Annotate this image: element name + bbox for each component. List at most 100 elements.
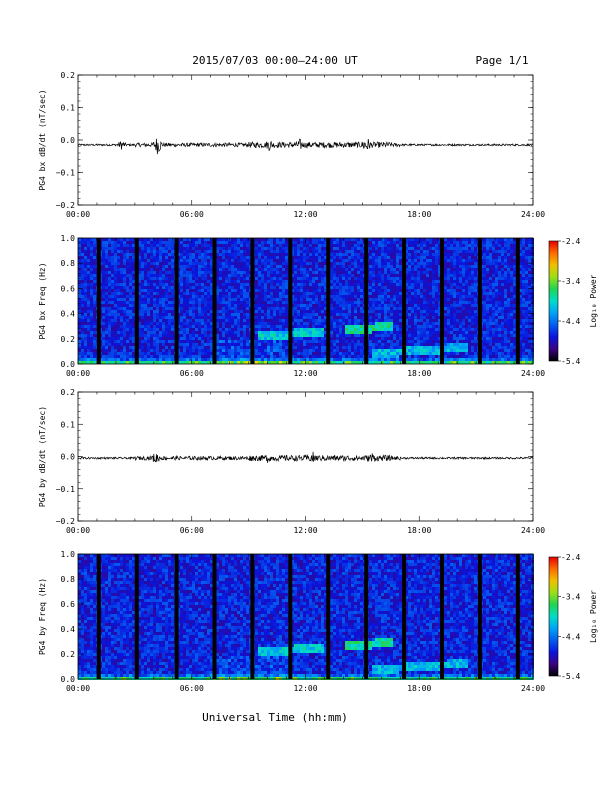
spectrogram-cell xyxy=(330,271,333,274)
spectrogram-cell xyxy=(258,250,261,253)
spectrogram-cell xyxy=(189,253,192,256)
spectrogram-cell xyxy=(216,241,219,244)
spectrogram-cell xyxy=(270,304,273,307)
spectrogram-cell xyxy=(153,322,156,325)
spectrogram-cell xyxy=(375,322,378,325)
spectrogram-cell xyxy=(312,265,315,268)
spectrogram-cell xyxy=(93,310,96,313)
spectrogram-cell xyxy=(276,298,279,301)
spectrogram-cell xyxy=(411,307,414,310)
spectrogram-cell xyxy=(171,241,174,244)
spectrogram-cell xyxy=(204,301,207,304)
spectrogram-cell xyxy=(237,322,240,325)
spectrogram-cell xyxy=(132,277,135,280)
spectrogram-cell xyxy=(126,322,129,325)
spectrogram-cell xyxy=(162,262,165,265)
spectrogram-cell xyxy=(240,310,243,313)
spectrogram-cell xyxy=(411,349,414,352)
spectrogram-cell xyxy=(87,247,90,250)
spectrogram-cell xyxy=(273,274,276,277)
spectrogram-cell xyxy=(147,283,150,286)
spectrogram-cell xyxy=(273,286,276,289)
spectrogram-cell xyxy=(312,274,315,277)
spectrogram-cell xyxy=(282,355,285,358)
spectrogram-cell xyxy=(114,328,117,331)
spectrogram-cell xyxy=(108,259,111,262)
spectrogram-cell xyxy=(411,253,414,256)
spectrogram-cell xyxy=(81,241,84,244)
spectrogram-cell xyxy=(195,319,198,322)
spectrogram-cell xyxy=(387,337,390,340)
spectrogram-cell xyxy=(423,316,426,319)
spectrogram-cell xyxy=(372,241,375,244)
spectrogram-cell xyxy=(120,334,123,337)
spectrogram-cell xyxy=(387,301,390,304)
spectrogram-cell xyxy=(384,253,387,256)
spectrogram-cell xyxy=(222,328,225,331)
spectrogram-cell xyxy=(132,337,135,340)
spectrogram-cell xyxy=(141,340,144,343)
spectrogram-cell xyxy=(291,241,294,244)
spectrogram-cell xyxy=(234,277,237,280)
spectrogram-cell xyxy=(168,271,171,274)
spectrogram-cell xyxy=(90,301,93,304)
spectrogram-cell xyxy=(231,316,234,319)
spectrogram-cell xyxy=(207,361,210,364)
spectrogram-cell xyxy=(321,265,324,268)
spectrogram-cell xyxy=(408,247,411,250)
spectrogram-cell xyxy=(204,343,207,346)
spectrogram-cell xyxy=(240,307,243,310)
spectrogram-cell xyxy=(285,334,288,337)
spectrogram-cell xyxy=(201,352,204,355)
spectrogram-cell xyxy=(153,259,156,262)
spectrogram-cell xyxy=(354,319,357,322)
spectrogram-cell xyxy=(189,289,192,292)
spectrogram-cell xyxy=(87,262,90,265)
spectrogram-cell xyxy=(93,280,96,283)
spectrogram-cell xyxy=(180,343,183,346)
spectrogram-cell xyxy=(153,289,156,292)
spectrogram-cell xyxy=(219,322,222,325)
spectrogram-cell xyxy=(309,355,312,358)
spectrogram-cell xyxy=(225,304,228,307)
spectrogram-cell xyxy=(141,241,144,244)
spectrogram-cell xyxy=(324,346,327,349)
spectrogram-cell xyxy=(360,247,363,250)
spectrogram-cell xyxy=(255,325,258,328)
spectrogram-cell xyxy=(93,253,96,256)
spectrogram-cell xyxy=(126,289,129,292)
spectrogram-cell xyxy=(189,343,192,346)
spectrogram-cell xyxy=(150,250,153,253)
spectrogram-cell xyxy=(243,277,246,280)
spectrogram-cell xyxy=(381,286,384,289)
spectrogram-cell xyxy=(195,328,198,331)
spectrogram-cell xyxy=(222,253,225,256)
spectrogram-cell xyxy=(267,289,270,292)
spectrogram-cell xyxy=(108,304,111,307)
spectrogram-cell xyxy=(129,295,132,298)
spectrogram-cell xyxy=(150,349,153,352)
spectrogram-cell xyxy=(372,301,375,304)
spectrogram-cell xyxy=(270,343,273,346)
spectrogram-cell xyxy=(237,241,240,244)
spectrogram-cell xyxy=(123,358,126,361)
spectrogram-cell xyxy=(198,253,201,256)
spectrogram-cell xyxy=(285,346,288,349)
spectrogram-cell xyxy=(309,328,312,331)
spectrogram-cell xyxy=(162,253,165,256)
spectrogram-cell xyxy=(372,349,375,352)
spectrogram-cell xyxy=(168,313,171,316)
spectrogram-cell xyxy=(231,256,234,259)
spectrogram-cell xyxy=(282,316,285,319)
spectrogram-cell xyxy=(114,319,117,322)
spectrogram-cell xyxy=(417,271,420,274)
spectrogram-cell xyxy=(114,295,117,298)
spectrogram-cell xyxy=(336,349,339,352)
spectrogram-cell xyxy=(300,340,303,343)
spectrogram-cell xyxy=(270,250,273,253)
spectrogram-cell xyxy=(267,331,270,334)
spectrogram-cell xyxy=(399,259,402,262)
spectrogram-cell xyxy=(255,346,258,349)
spectrogram-cell xyxy=(345,292,348,295)
spectrogram-cell xyxy=(378,328,381,331)
